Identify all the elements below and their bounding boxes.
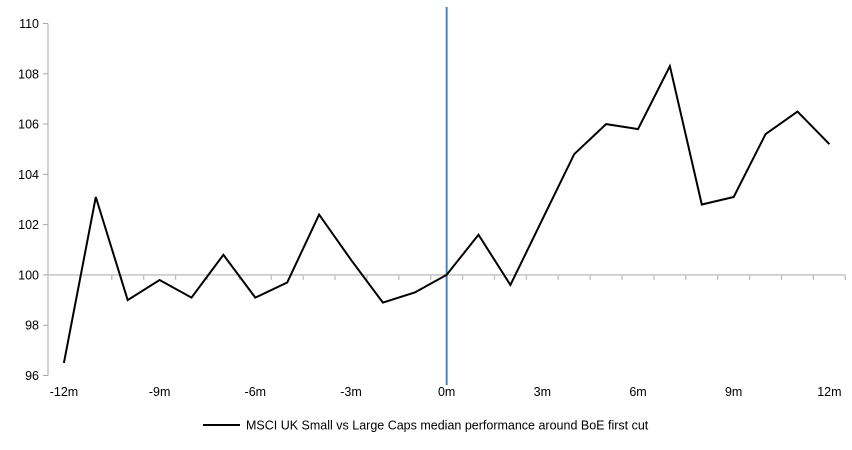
x-axis-tick-label: -6m (245, 385, 267, 399)
y-axis-tick-label: 108 (18, 67, 39, 81)
y-axis-tick-label: 106 (18, 118, 39, 132)
x-axis-tick-label: 3m (534, 385, 551, 399)
y-axis-tick-label: 102 (18, 218, 39, 232)
y-axis-tick-label: 100 (18, 268, 39, 282)
y-axis-tick-label: 98 (25, 319, 39, 333)
x-axis-tick-label: 9m (725, 385, 742, 399)
y-axis-tick-label: 104 (18, 168, 39, 182)
x-axis-tick-label: 6m (629, 385, 646, 399)
series-layer (62, 63, 831, 364)
axes-layer: 96 98 100 102 104 106 108 110 -12m -9m -6m -3m 0m 3m 6… (18, 7, 846, 399)
x-axis-tick-label: -9m (149, 385, 171, 399)
series-line (62, 63, 831, 364)
legend: MSCI UK Small vs Large Caps median perfo… (203, 419, 649, 433)
legend-label: MSCI UK Small vs Large Caps median perfo… (246, 419, 649, 433)
x-axis-tick-label: 0m (438, 385, 455, 399)
x-axis-tick-label: -3m (340, 385, 362, 399)
x-axis-tick-label: 12m (817, 385, 841, 399)
x-axis-tick-label: -12m (50, 385, 78, 399)
y-axis-tick-label: 110 (19, 17, 39, 31)
y-axis-tick-label: 96 (25, 369, 39, 383)
